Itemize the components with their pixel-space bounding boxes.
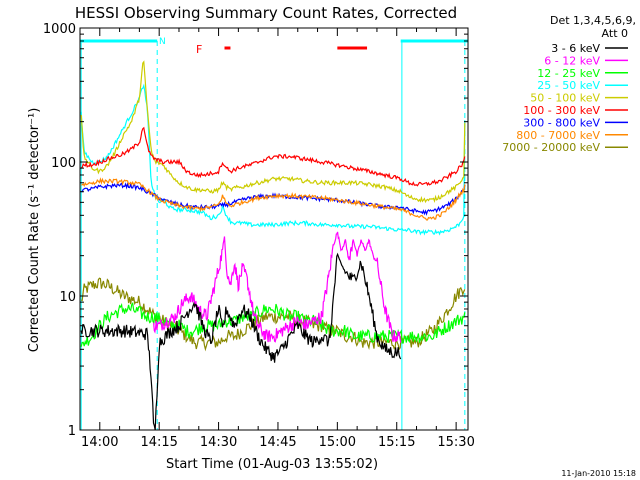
y-axis-label: Corrected Count Rate (s⁻¹ detector⁻¹) [27,108,42,353]
series-line-5 [80,126,466,187]
y-tick-label-2: 100 [51,156,76,171]
x-tick-label-3: 14:45 [259,435,296,450]
series-line-6 [81,181,466,216]
x-tick-label-0: 14:00 [81,435,118,450]
series-line-7 [81,177,466,221]
plot-frame [79,27,469,431]
legend-header-line-2: Att 0 [602,27,628,40]
legend-label-5: 100 - 300 keV [523,104,600,117]
x-tick-label-5: 15:15 [378,435,415,450]
x-tick-label-4: 15:00 [319,435,356,450]
series-line-1 [153,231,402,343]
flare-label: F [196,43,202,56]
chart-title: HESSI Observing Summary Count Rates, Cor… [75,4,457,22]
legend-label-1: 6 - 12 keV [544,54,600,67]
y-tick-label-3: 1000 [43,22,76,37]
series-line-0 [80,252,402,431]
legend-label-4: 50 - 100 keV [530,92,600,105]
legend-label-8: 7000 - 20000 keV [502,141,600,154]
x-tick-label-6: 15:30 [437,435,474,450]
footer-date: 11-Jan-2010 15:18 [561,469,636,478]
legend-label-6: 300 - 800 keV [523,116,600,129]
y-tick-label-1: 10 [59,290,76,305]
x-tick-label-2: 14:30 [200,435,237,450]
series-line-3 [80,83,466,236]
legend-label-2: 12 - 25 keV [537,67,600,80]
x-tick-label-1: 14:15 [140,435,177,450]
legend-label-0: 3 - 6 keV [551,42,600,55]
night-label: N [159,37,166,47]
legend-label-7: 800 - 7000 keV [516,129,600,142]
x-axis-label: Start Time (01-Aug-03 13:55:02) [166,457,378,472]
legend-label-3: 25 - 50 keV [537,79,600,92]
y-tick-label-0: 1 [68,424,76,439]
legend-header-line-1: Det 1,3,4,5,6,9, [550,14,636,27]
series-line-4 [80,60,466,204]
series-line-2 [80,301,466,347]
